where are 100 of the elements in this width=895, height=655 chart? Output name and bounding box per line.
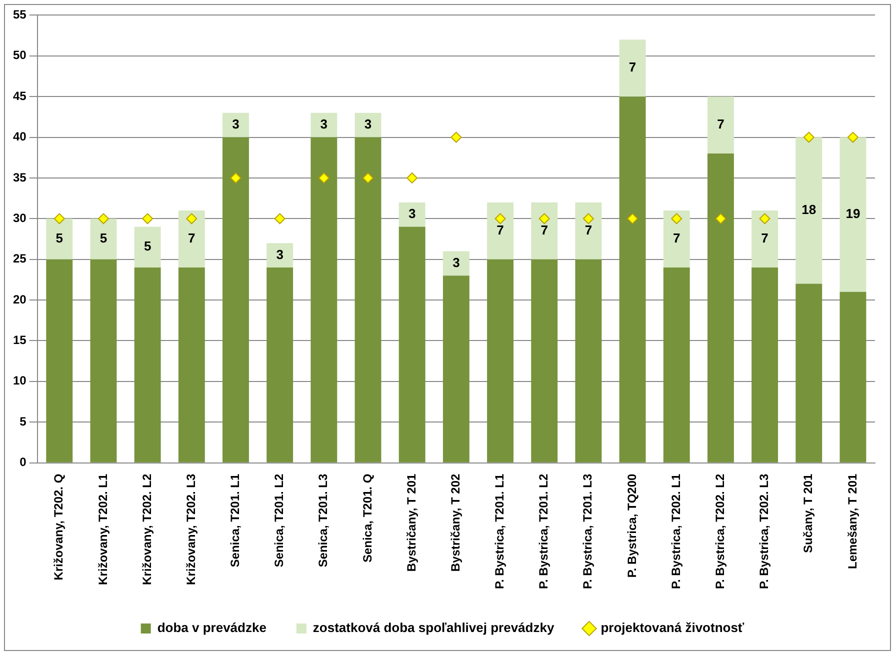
x-tick-label: P. Bystrica, T202. L3 [757,474,772,590]
x-tick-label: Senica, T201. L3 [316,474,330,568]
data-label: 7 [761,230,768,246]
point [582,213,594,224]
point [362,172,374,184]
y-tick-label: 45 [12,88,27,103]
point [230,172,242,184]
bar [354,112,382,138]
y-tick-label: 50 [12,48,27,62]
data-label: 3 [452,255,460,270]
bar [663,267,690,462]
data-label: 3 [320,116,328,132]
bar [442,276,470,462]
data-label: 3 [364,116,372,132]
bar [178,267,205,462]
bar [266,243,294,268]
bar [796,137,822,284]
bar [398,202,426,227]
data-label: 7 [628,60,636,75]
bar [707,154,734,462]
bar [487,202,514,260]
bar [487,259,514,462]
point [671,213,682,224]
bar [531,259,558,462]
bar [840,137,866,292]
bar [796,284,822,462]
bar [46,218,73,260]
bar [575,202,602,260]
bar [134,267,161,462]
bar [266,267,294,462]
point [803,132,814,143]
x-tick-label: Lemešany, T 201 [845,474,860,569]
data-label: 3 [276,246,284,262]
point [715,213,726,224]
x-tick-label: Križovany, T202. L1 [96,474,110,585]
x-tick-label: P. Bystrica, T201. L2 [536,474,551,590]
data-label: 7 [188,230,196,246]
x-tick-label: P. Bystrica, T202. L2 [713,474,728,590]
x-tick-label: Sučany, T 201 [801,474,816,553]
bar [707,96,734,154]
data-label: 7 [672,230,680,246]
bar [178,210,205,268]
bar [752,267,778,462]
data-label: 5 [144,238,152,254]
bar [663,210,690,268]
y-tick-label: 20 [12,292,27,306]
data-label: 7 [717,116,724,132]
data-label: 18 [802,202,816,218]
point [142,213,154,224]
point [759,213,770,224]
y-tick-label: 5 [20,414,27,428]
y-tick-label: 25 [12,252,27,266]
point [847,132,858,143]
bar [222,137,249,462]
point [318,172,330,184]
data-label: 5 [56,230,64,246]
y-tick-label: 40 [12,130,27,144]
data-label: 3 [408,206,416,222]
bar [134,226,161,268]
x-tick-label: P. Bystrica, T201. L3 [580,474,595,590]
point [186,213,198,224]
data-label: 7 [584,222,592,238]
point [627,213,638,224]
bar [840,292,866,462]
bar [46,259,73,462]
x-tick-label: Senica, T201. L2 [272,474,286,568]
bar [619,96,646,462]
x-tick-label: P. Bystrica, T202. L1 [668,474,683,590]
legend-label: doba v prevádzke [157,620,266,636]
x-tick-label: Bystričany, T 201 [404,473,418,572]
bar [222,112,249,138]
point [406,172,418,184]
bar [575,259,602,462]
point [98,213,109,224]
y-tick-label: 15 [12,333,27,348]
bar [310,137,338,462]
x-tick-label: Bystričany, T 202 [448,473,462,572]
x-tick-label: Križovany, T202. Q [52,474,66,580]
point [450,132,462,143]
point [54,213,65,224]
point [538,213,550,224]
x-tick-label: P. Bystrica, T201. L1 [492,474,507,590]
y-tick-label: 0 [20,455,27,470]
legend-label: zostatková doba spoľahlivej prevádzky [312,620,555,636]
bar [354,137,382,462]
x-tick-label: Križovany, T202. L2 [140,474,154,585]
x-tick-label: Senica, T201. L1 [228,474,242,568]
bar [752,210,778,268]
y-tick-label: 10 [12,374,27,388]
bar [619,40,646,97]
bar [90,259,117,462]
bar [398,226,426,462]
data-label: 7 [540,222,548,238]
data-label: 19 [846,206,860,222]
data-label: 7 [496,222,504,238]
point [274,213,286,224]
y-tick-label: 35 [12,170,27,184]
bar [310,112,338,138]
x-tick-label: Križovany, T202. L3 [184,474,198,585]
legend-label: projektovaná životnosť [600,620,745,636]
